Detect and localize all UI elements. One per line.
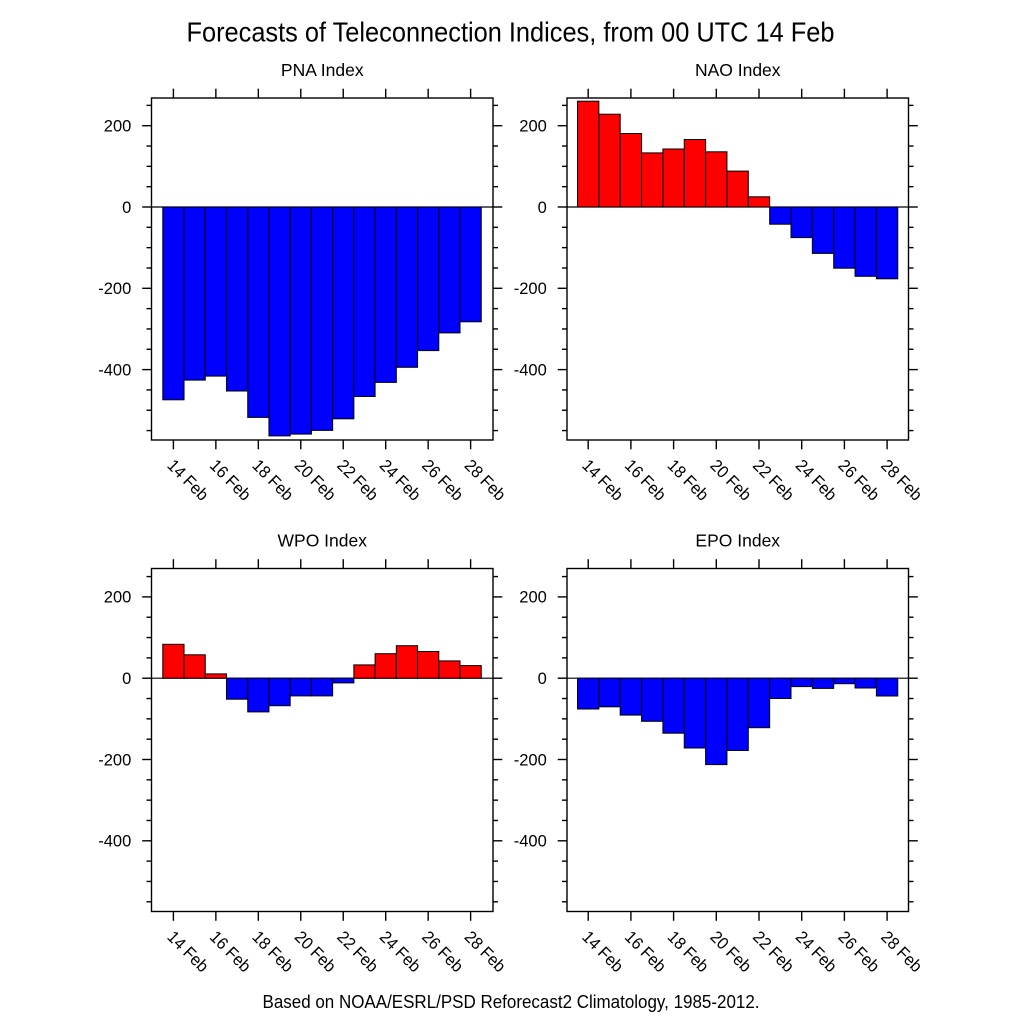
- svg-text:EPO Index: EPO Index: [695, 530, 780, 550]
- svg-text:-200: -200: [514, 751, 547, 769]
- svg-text:0: 0: [538, 670, 547, 688]
- svg-text:-200: -200: [98, 751, 131, 769]
- svg-text:200: 200: [104, 589, 132, 607]
- svg-text:-400: -400: [514, 361, 547, 379]
- svg-text:-400: -400: [98, 361, 131, 379]
- svg-text:-200: -200: [98, 280, 131, 298]
- svg-text:Based on NOAA/ESRL/PSD Reforec: Based on NOAA/ESRL/PSD Reforecast2 Clima…: [263, 991, 760, 1012]
- svg-text:0: 0: [122, 670, 131, 688]
- svg-text:-200: -200: [514, 280, 547, 298]
- svg-text:0: 0: [122, 199, 131, 217]
- svg-text:NAO Index: NAO Index: [695, 60, 781, 80]
- svg-text:WPO Index: WPO Index: [278, 530, 368, 550]
- svg-text:0: 0: [538, 199, 547, 217]
- svg-text:-400: -400: [98, 833, 131, 851]
- svg-text:-400: -400: [514, 833, 547, 851]
- svg-text:200: 200: [519, 118, 547, 136]
- svg-text:Forecasts of Teleconnection In: Forecasts of Teleconnection Indices, fro…: [187, 16, 835, 47]
- svg-text:200: 200: [104, 118, 132, 136]
- svg-text:PNA Index: PNA Index: [281, 60, 364, 80]
- svg-text:200: 200: [519, 589, 547, 607]
